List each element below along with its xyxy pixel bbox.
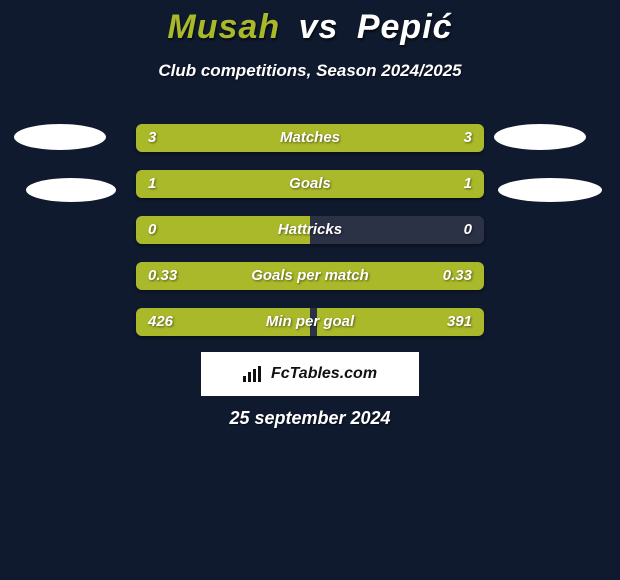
stat-label: Goals <box>136 170 484 198</box>
date-text: 25 september 2024 <box>0 408 620 429</box>
decorative-oval <box>498 178 602 202</box>
stat-label: Matches <box>136 124 484 152</box>
fctables-logo: FcTables.com <box>201 352 419 396</box>
stat-row: 00Hattricks <box>136 216 484 244</box>
logo-text: FcTables.com <box>271 365 377 383</box>
player2-name: Pepić <box>357 8 453 46</box>
decorative-oval <box>494 124 586 150</box>
vs-text: vs <box>299 8 339 46</box>
stat-row: 426391Min per goal <box>136 308 484 336</box>
bars-icon <box>243 366 265 382</box>
stat-row: 33Matches <box>136 124 484 152</box>
decorative-oval <box>26 178 116 202</box>
stat-row: 11Goals <box>136 170 484 198</box>
stat-label: Hattricks <box>136 216 484 244</box>
stat-label: Min per goal <box>136 308 484 336</box>
stat-label: Goals per match <box>136 262 484 290</box>
comparison-title: Musah vs Pepić <box>0 0 620 47</box>
stat-row: 0.330.33Goals per match <box>136 262 484 290</box>
stats-rows: 33Matches 11Goals 00Hattricks 0.330.33Goals… <box>136 124 484 354</box>
subtitle: Club competitions, Season 2024/2025 <box>0 61 620 81</box>
decorative-oval <box>14 124 106 150</box>
player1-name: Musah <box>167 8 280 46</box>
